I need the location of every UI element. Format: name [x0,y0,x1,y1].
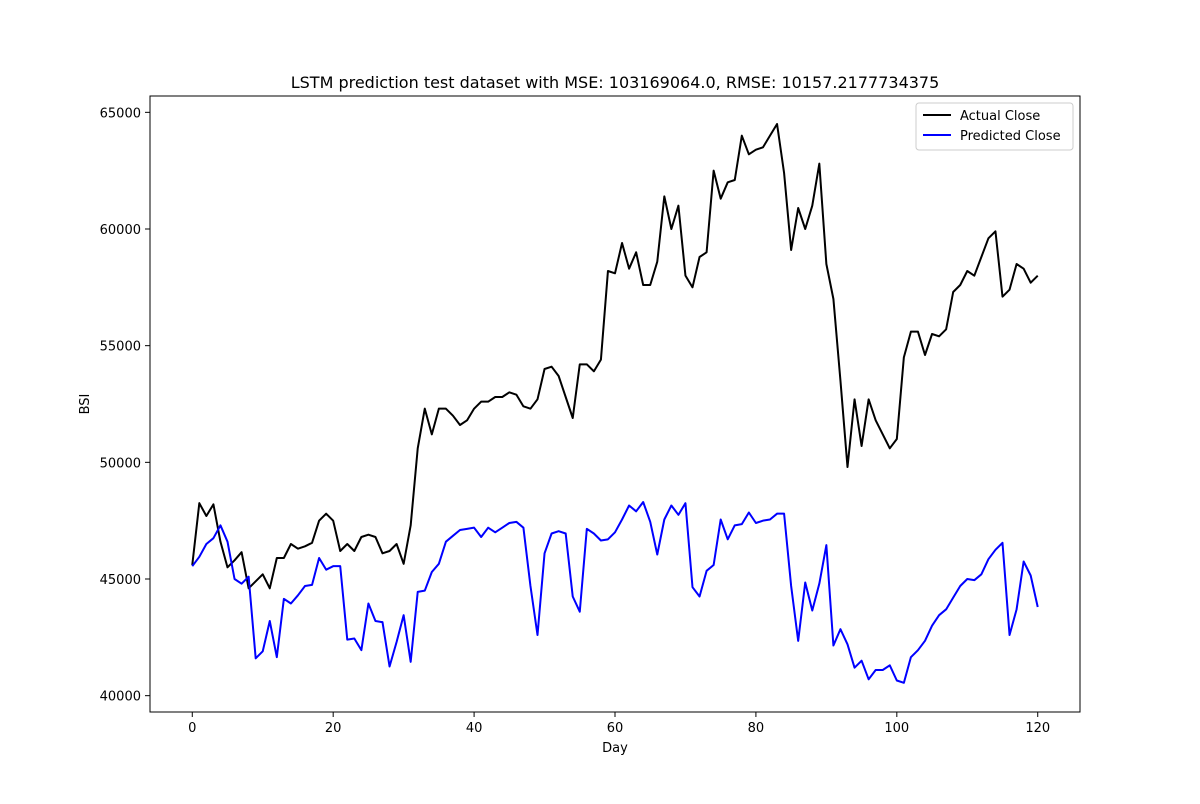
series-line-actual-close [191,123,1039,590]
x-tick-label: 0 [188,721,196,736]
y-tick-label: 60000 [100,223,141,238]
y-axis-label: BSI [78,394,93,415]
x-tick-label: 80 [748,721,765,736]
x-axis-label: Day [602,741,628,756]
y-axis: 40000 45000 50000 55000 60000 65000 [100,106,150,705]
y-tick-label: 40000 [100,690,141,705]
legend: Actual Close Predicted Close [915,102,1074,151]
x-tick-label: 120 [1025,721,1050,736]
x-tick-label: 100 [884,721,909,736]
y-tick-label: 65000 [100,106,141,121]
y-tick-label: 45000 [100,573,141,588]
legend-box [915,102,1074,151]
y-tick-label: 50000 [100,456,141,471]
y-tick-label: 55000 [100,340,141,355]
series-line-predicted-close [191,501,1039,684]
x-axis: 0 20 40 60 80 100 120 [188,712,1050,736]
x-tick-label: 20 [325,721,342,736]
x-tick-label: 60 [607,721,624,736]
x-tick-label: 40 [466,721,483,736]
plot-area-frame [149,95,1081,713]
legend-label-predicted-close: Predicted Close [960,129,1061,144]
chart-title: LSTM prediction test dataset with MSE: 1… [291,73,940,92]
legend-label-actual-close: Actual Close [960,109,1040,124]
series-layer [191,123,1039,684]
